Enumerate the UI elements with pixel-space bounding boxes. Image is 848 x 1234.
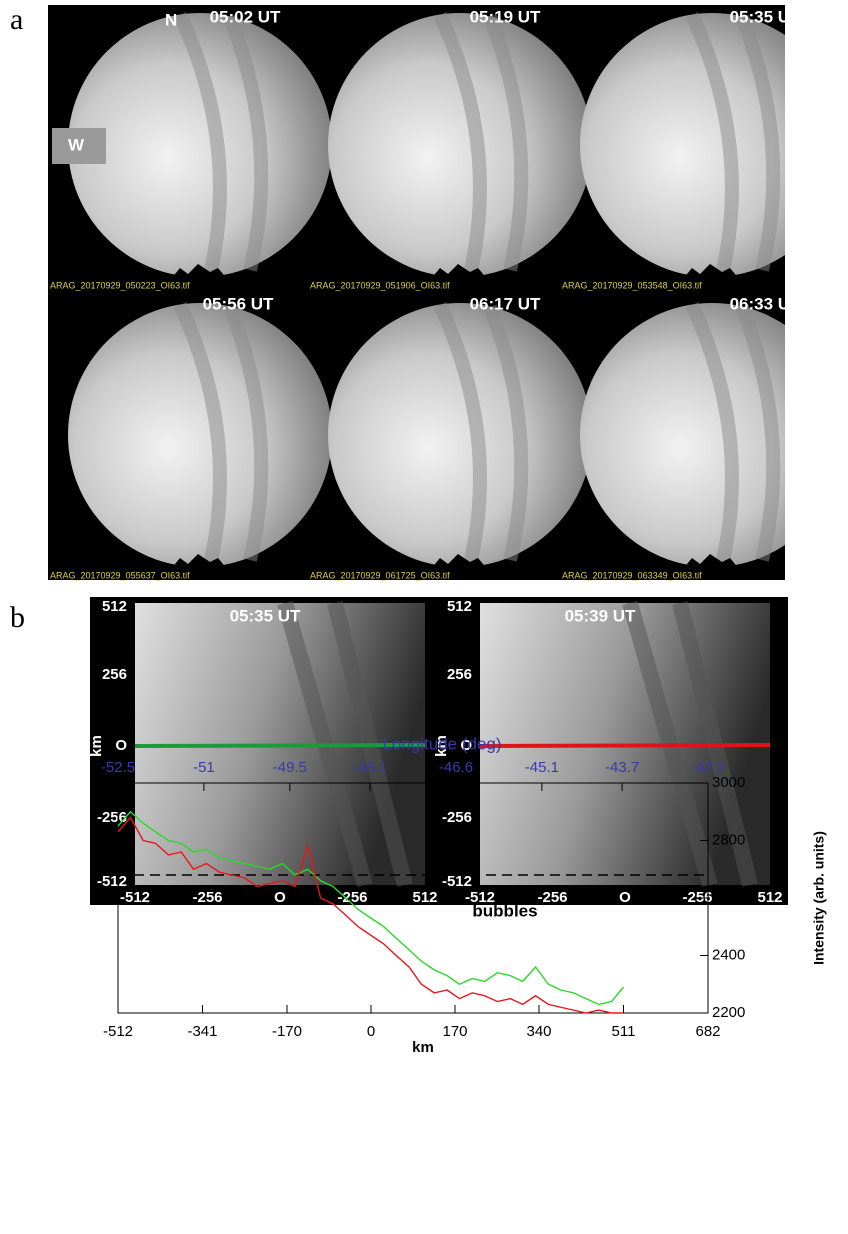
x-tick-label: -256	[192, 889, 222, 906]
x2-tick-label: -42.2	[691, 759, 725, 776]
x-tick-label: -256	[337, 889, 367, 906]
west-box	[52, 128, 106, 164]
west-label: W	[68, 135, 85, 154]
x-tick-label: 512	[757, 889, 782, 906]
x-tick-label: 170	[442, 1023, 467, 1040]
x2-tick-label: -43.7	[605, 759, 639, 776]
y-tick-label: 2200	[712, 1004, 745, 1021]
y-tick-label: 256	[447, 666, 472, 683]
timestamp: 05:56 UT	[203, 294, 274, 313]
panel-label: a	[10, 3, 23, 36]
y-tick-label: 3000	[712, 774, 745, 791]
north-label: N	[165, 10, 177, 29]
tree-silhouette	[430, 264, 488, 280]
annotation: bubbles	[472, 901, 537, 920]
airglow-bands	[685, 12, 781, 277]
timestamp: 05:02 UT	[210, 7, 281, 26]
x-tick-label: 0	[367, 1023, 375, 1040]
tree-silhouette	[682, 264, 740, 280]
x-axis-label: km	[412, 1039, 434, 1056]
filename: ARAG_20170929_061725_OI63.tif	[310, 570, 450, 580]
x2-tick-label: -52.5	[101, 759, 135, 776]
y-tick-label: 2800	[712, 831, 745, 848]
x2-tick-label: -46.6	[439, 759, 473, 776]
x-tick-label: -256	[682, 889, 712, 906]
filename: ARAG_20170929_053548_OI63.tif	[562, 280, 702, 290]
y-axis-unit: km	[88, 735, 105, 757]
x2-tick-label: -45.1	[525, 759, 559, 776]
timestamp: 05:39 UT	[565, 606, 636, 625]
x-tick-label: -512	[465, 889, 495, 906]
tree-silhouette	[170, 264, 228, 280]
y-tick-label: 512	[102, 598, 127, 615]
y-tick-label: -256	[97, 809, 127, 826]
x2-tick-label: -49.5	[273, 759, 307, 776]
timestamp: 06:33 UT	[730, 294, 801, 313]
filename: ARAG_20170929_051906_OI63.tif	[310, 280, 450, 290]
all-sky-images	[68, 12, 785, 570]
x-axis-unit: km	[614, 904, 636, 921]
airglow-bands	[173, 302, 269, 567]
profile-line	[479, 743, 771, 748]
x2-axis-label: Longitude (deg)	[382, 734, 501, 753]
y-tick-label: 2600	[712, 889, 745, 906]
panel-label: b	[10, 601, 25, 634]
tree-silhouette	[430, 554, 488, 570]
x-tick-label: -512	[103, 1023, 133, 1040]
x-tick-label: -170	[272, 1023, 302, 1040]
intensity-chart: -512 -341 -170 0 170 340 511 682 -52.5 -51 -49.5 -4…	[101, 734, 827, 1055]
x-tick-label: -512	[120, 889, 150, 906]
zoom-images: 05:35 UT 512 256 O -256 -512 km -512 -256 O -256 51…	[88, 598, 783, 921]
x-tick-label: O	[274, 889, 286, 906]
filename: ARAG_20170929_050223_OI63.tif	[50, 280, 190, 290]
timestamp: 05:19 UT	[470, 7, 541, 26]
filename: ARAG_20170929_055637_OI63.tif	[50, 570, 190, 580]
filename: ARAG_20170929_063349_OI63.tif	[562, 570, 702, 580]
airglow-bands	[433, 302, 529, 567]
y-axis-unit: km	[433, 735, 450, 757]
x-axis-unit: km	[269, 904, 291, 921]
y-tick-label: O	[460, 737, 472, 754]
airglow-bands	[433, 12, 529, 277]
x-tick-label: 511	[612, 1023, 636, 1040]
y-tick-label: 2400	[712, 946, 745, 963]
intensity-line	[117, 816, 624, 1014]
profile-line	[134, 743, 426, 748]
tree-silhouette	[682, 554, 740, 570]
x-tick-label: -256	[537, 889, 567, 906]
tree-silhouette	[170, 554, 228, 570]
y-tick-label: -512	[97, 873, 127, 890]
timestamp: 05:35 UT	[230, 606, 301, 625]
airglow-bands	[173, 12, 269, 277]
timestamp: 06:17 UT	[470, 294, 541, 313]
timestamp: 05:35 UT	[730, 7, 801, 26]
y-tick-label: 512	[447, 598, 472, 615]
airglow-bands	[685, 302, 781, 567]
y-axis-label: Intensity (arb. units)	[811, 831, 827, 965]
x-tick-label: 512	[412, 889, 437, 906]
x-tick-label: 340	[526, 1023, 551, 1040]
y-tick-label: -256	[442, 809, 472, 826]
x-tick-label: 682	[695, 1023, 720, 1040]
y-tick-label: O	[115, 737, 127, 754]
x-tick-label: -341	[187, 1023, 217, 1040]
x-tick-label: O	[619, 889, 631, 906]
y-tick-label: 256	[102, 666, 127, 683]
x2-tick-label: -51	[193, 759, 215, 776]
intensity-line	[117, 810, 625, 1006]
y-tick-label: -512	[442, 873, 472, 890]
x2-tick-label: -48.1	[353, 759, 387, 776]
